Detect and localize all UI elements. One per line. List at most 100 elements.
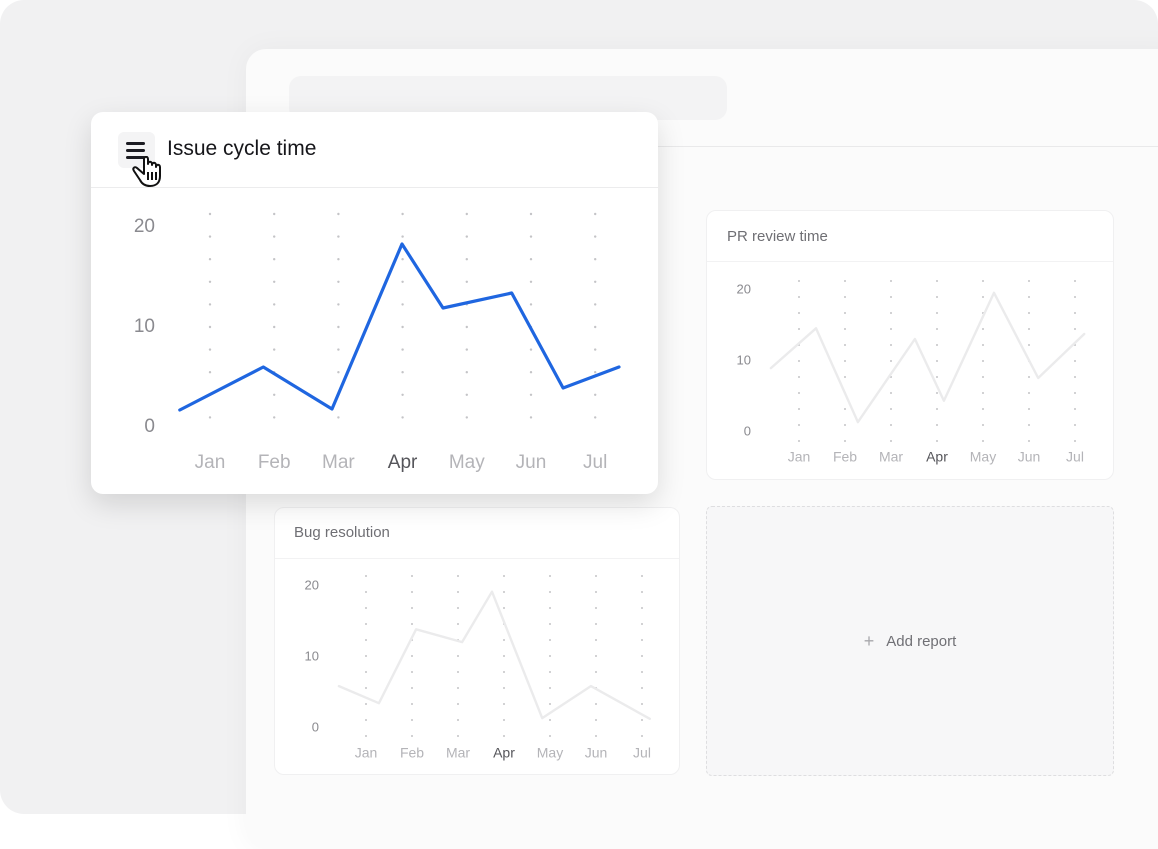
add-report-button[interactable]: + Add report: [706, 506, 1114, 776]
grid-dot: [1074, 360, 1076, 362]
grid-dot: [530, 303, 532, 305]
add-report-label: Add report: [886, 633, 956, 650]
grid-dot: [982, 392, 984, 394]
grid-dot: [503, 591, 505, 593]
x-tick-label: Jul: [1066, 449, 1084, 465]
grid-dot: [401, 416, 403, 418]
x-tick-label: Jul: [633, 745, 651, 761]
grid-dot: [1074, 296, 1076, 298]
grid-dot: [457, 719, 459, 721]
grid-dot: [530, 258, 532, 260]
grid-dot: [798, 280, 800, 282]
x-tick-label: Apr: [926, 449, 948, 465]
grid-dot: [798, 408, 800, 410]
grid-dot: [273, 281, 275, 283]
series-line: [771, 293, 1084, 422]
grid-dot: [209, 348, 211, 350]
grid-dot: [411, 687, 413, 689]
grid-dot: [273, 348, 275, 350]
grid-dot: [365, 591, 367, 593]
grid-dot: [844, 328, 846, 330]
grid-dot: [365, 735, 367, 737]
grid-dot: [982, 376, 984, 378]
grid-dot: [936, 392, 938, 394]
grid-dot: [457, 623, 459, 625]
x-tick-label: Feb: [833, 449, 857, 465]
grid-dot: [1074, 312, 1076, 314]
grid-dot: [209, 258, 211, 260]
series-line: [180, 244, 619, 410]
grid-dot: [365, 639, 367, 641]
grid-dot: [641, 623, 643, 625]
grid-dot: [1028, 328, 1030, 330]
y-tick-label: 0: [144, 416, 155, 437]
grid-dot: [337, 348, 339, 350]
grid-dot: [890, 360, 892, 362]
grid-dot: [549, 735, 551, 737]
grid-dot: [273, 235, 275, 237]
grid-dot: [890, 440, 892, 442]
grid-dot: [641, 639, 643, 641]
grid-dot: [466, 371, 468, 373]
grid-dot: [549, 607, 551, 609]
x-tick-label: Jun: [1018, 449, 1041, 465]
grid-dot: [549, 655, 551, 657]
grid-dot: [982, 280, 984, 282]
grid-dot: [273, 416, 275, 418]
grid-dot: [365, 655, 367, 657]
y-tick-label: 0: [312, 719, 319, 734]
grid-dot: [595, 703, 597, 705]
grid-dot: [457, 575, 459, 577]
grid-dot: [1074, 424, 1076, 426]
grid-dot: [530, 371, 532, 373]
grid-dot: [337, 371, 339, 373]
grid-dot: [411, 671, 413, 673]
grid-dot: [936, 360, 938, 362]
grid-dot: [337, 213, 339, 215]
grid-dot: [273, 258, 275, 260]
grid-dot: [936, 440, 938, 442]
y-tick-label: 10: [134, 316, 155, 337]
y-tick-label: 20: [737, 281, 751, 296]
grid-dot: [1028, 344, 1030, 346]
grid-dot: [595, 719, 597, 721]
grid-dot: [641, 591, 643, 593]
grid-dot: [401, 326, 403, 328]
grid-dot: [1074, 440, 1076, 442]
grid-dot: [1028, 376, 1030, 378]
grid-dot: [595, 591, 597, 593]
grid-dot: [641, 703, 643, 705]
grid-dot: [844, 360, 846, 362]
grid-dot: [503, 575, 505, 577]
grid-dot: [982, 408, 984, 410]
grid-dot: [530, 213, 532, 215]
grid-dot: [594, 394, 596, 396]
grid-dot: [1028, 408, 1030, 410]
grid-dot: [982, 440, 984, 442]
grid-dot: [594, 281, 596, 283]
grid-dot: [594, 213, 596, 215]
grid-dot: [982, 296, 984, 298]
grid-dot: [411, 655, 413, 657]
grid-dot: [890, 392, 892, 394]
grid-dot: [457, 687, 459, 689]
grid-dot: [337, 258, 339, 260]
grid-dot: [936, 296, 938, 298]
grid-dot: [549, 703, 551, 705]
grid-dot: [936, 424, 938, 426]
grid-dot: [466, 326, 468, 328]
grid-dot: [798, 328, 800, 330]
grid-dot: [890, 280, 892, 282]
grid-dot: [549, 575, 551, 577]
grid-dot: [337, 326, 339, 328]
grid-dot: [982, 424, 984, 426]
grid-dot: [466, 213, 468, 215]
grid-dot: [641, 575, 643, 577]
grid-dot: [365, 719, 367, 721]
grid-dot: [549, 639, 551, 641]
